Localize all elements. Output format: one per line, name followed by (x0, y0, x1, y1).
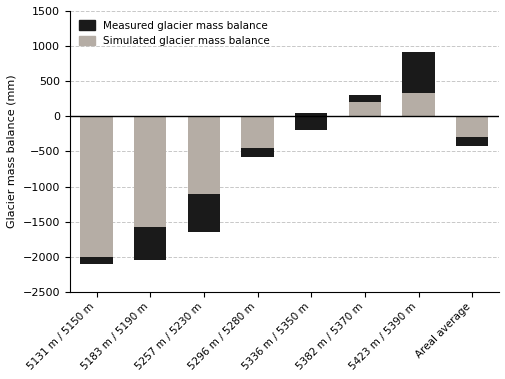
Y-axis label: Glacier mass balance (mm): Glacier mass balance (mm) (7, 75, 17, 228)
Bar (455, 137, 487, 147)
Bar (187, 116, 220, 232)
Bar (187, 194, 220, 232)
Bar (348, 95, 380, 102)
Bar (80, 257, 113, 264)
Bar (401, 93, 434, 116)
Bar (134, 227, 166, 260)
Bar (80, 116, 113, 257)
Bar (241, 148, 273, 157)
Bar (455, 116, 487, 137)
Bar (348, 102, 380, 116)
Bar (134, 116, 166, 227)
Bar (241, 116, 273, 148)
Bar (294, 113, 327, 130)
Bar (401, 52, 434, 93)
Legend: Measured glacier mass balance, Simulated glacier mass balance: Measured glacier mass balance, Simulated… (75, 16, 273, 50)
Bar (294, 113, 327, 116)
